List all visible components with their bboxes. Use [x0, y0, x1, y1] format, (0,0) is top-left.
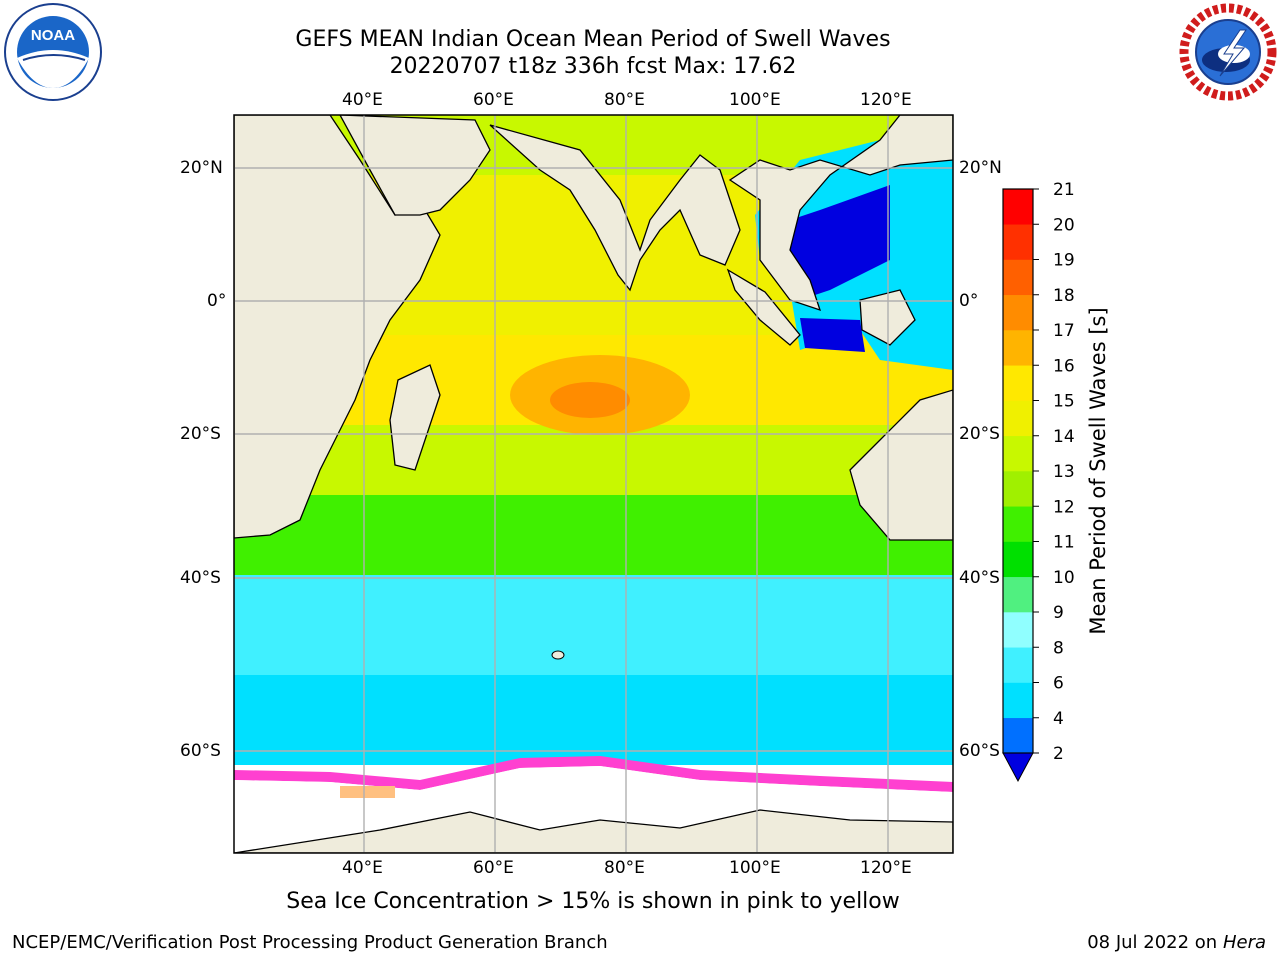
colorbar-segment: [1003, 259, 1033, 296]
colorbar-segment: [1003, 612, 1033, 648]
map-title: GEFS MEAN Indian Ocean Mean Period of Sw…: [295, 27, 891, 52]
colorbar-segment: [1003, 576, 1033, 613]
bottom-lon-label: 60°E: [473, 858, 514, 878]
kerguelen-island: [551, 650, 565, 660]
map-subtitle: 20220707 t18z 336h fcst Max: 17.62: [389, 54, 797, 79]
colorbar-segment: [1003, 330, 1033, 366]
colorbar-tick-label: 20: [1053, 215, 1075, 235]
colorbar-tick-label: 21: [1053, 180, 1075, 200]
right-lat-label: 20°N: [959, 158, 1002, 178]
colorbar-segment: [1003, 647, 1033, 683]
colorbar-tick-label: 2: [1053, 744, 1064, 764]
colorbar-tick-label: 19: [1053, 251, 1075, 271]
swell-period-map: [234, 115, 953, 853]
colorbar-segment: [1003, 435, 1033, 472]
ocean-band: [234, 575, 953, 675]
bottom-lon-label: 80°E: [604, 858, 645, 878]
colorbar-tick-label: 4: [1053, 709, 1064, 729]
max-period-core: [550, 382, 630, 418]
colorbar-tick-label: 12: [1053, 497, 1075, 517]
colorbar-segment: [1003, 189, 1033, 225]
arabia-landmass: [339, 115, 491, 216]
colorbar-tick-label: 18: [1053, 286, 1075, 306]
bottom-lon-label: 100°E: [729, 858, 781, 878]
credit-line: NCEP/EMC/Verification Post Processing Pr…: [12, 932, 608, 953]
colorbar-segment: [1003, 400, 1033, 437]
left-lat-label: 60°S: [180, 741, 221, 761]
right-lat-label: 0°: [959, 291, 979, 311]
ocean-band: [234, 425, 953, 495]
machine-name: Hera: [1222, 932, 1266, 953]
colorbar-tick-label: 8: [1053, 638, 1064, 658]
india-landmass: [489, 124, 741, 292]
colorbar-tick-label: 17: [1053, 321, 1075, 341]
southeast-asia-landmass: [728, 115, 953, 312]
sea-ice-edge: [234, 756, 953, 792]
colorbar-segment: [1003, 365, 1033, 401]
colorbar-label: Mean Period of Swell Waves [s]: [1086, 307, 1110, 634]
sumatra-landmass: [726, 268, 801, 346]
map-frame: [233, 114, 954, 854]
date-line: 08 Jul 2022 on Hera: [1087, 932, 1266, 954]
top-lon-label: 120°E: [860, 90, 912, 110]
colorbar-tick-label: 6: [1053, 674, 1064, 694]
svg-text:NOAA: NOAA: [31, 27, 75, 44]
left-lat-label: 20°N: [180, 158, 223, 178]
ocean-band: [234, 675, 953, 765]
noaa-logo: NOAA: [4, 3, 102, 101]
left-lat-label: 0°: [207, 291, 227, 311]
australia-landmass: [849, 389, 953, 541]
right-lat-label: 40°S: [959, 568, 1000, 588]
top-lon-label: 100°E: [729, 90, 781, 110]
left-lat-label: 40°S: [180, 568, 221, 588]
colorbar-tick-label: 9: [1053, 603, 1064, 623]
colorbar-tick-label: 15: [1053, 392, 1075, 412]
top-lon-label: 40°E: [342, 90, 383, 110]
colorbar: 2 4 6 8 9 10 11 12 13 14 15 16 17 18 19 20 21 Mean Period…: [1002, 180, 1110, 783]
colorbar-tick-label: 16: [1053, 356, 1075, 376]
sea-ice-high: [340, 786, 395, 798]
colorbar-tick-label: 10: [1053, 568, 1075, 588]
bottom-lon-label: 120°E: [860, 858, 912, 878]
colorbar-segment: [1003, 294, 1033, 331]
run-date: 08 Jul 2022 on: [1087, 932, 1218, 953]
colorbar-tick-label: 14: [1053, 427, 1075, 447]
ocean-band: [234, 495, 953, 575]
madagascar-landmass: [389, 364, 441, 471]
nws-logo: [1179, 3, 1277, 101]
sea-ice-note: Sea Ice Concentration > 15% is shown in …: [286, 889, 900, 914]
top-lon-label: 60°E: [473, 90, 514, 110]
java-sea-low-period: [800, 318, 865, 352]
colorbar-segment: [1003, 471, 1033, 507]
right-lat-label: 60°S: [959, 741, 1000, 761]
colorbar-extend-arrow: [1002, 752, 1034, 783]
colorbar-segment: [1003, 224, 1033, 260]
right-lat-label: 20°S: [959, 424, 1000, 444]
top-lon-label: 80°E: [604, 90, 645, 110]
colorbar-segment: [1003, 506, 1033, 542]
antarctica-landmass: [234, 809, 953, 853]
colorbar-tick-label: 13: [1053, 462, 1075, 482]
left-lat-label: 20°S: [180, 424, 221, 444]
africa-landmass: [234, 115, 441, 539]
colorbar-segment: [1003, 682, 1033, 719]
colorbar-segment: [1003, 541, 1033, 578]
bottom-lon-label: 40°E: [342, 858, 383, 878]
colorbar-tick-label: 11: [1053, 533, 1075, 553]
colorbar-segment: [1003, 717, 1033, 754]
